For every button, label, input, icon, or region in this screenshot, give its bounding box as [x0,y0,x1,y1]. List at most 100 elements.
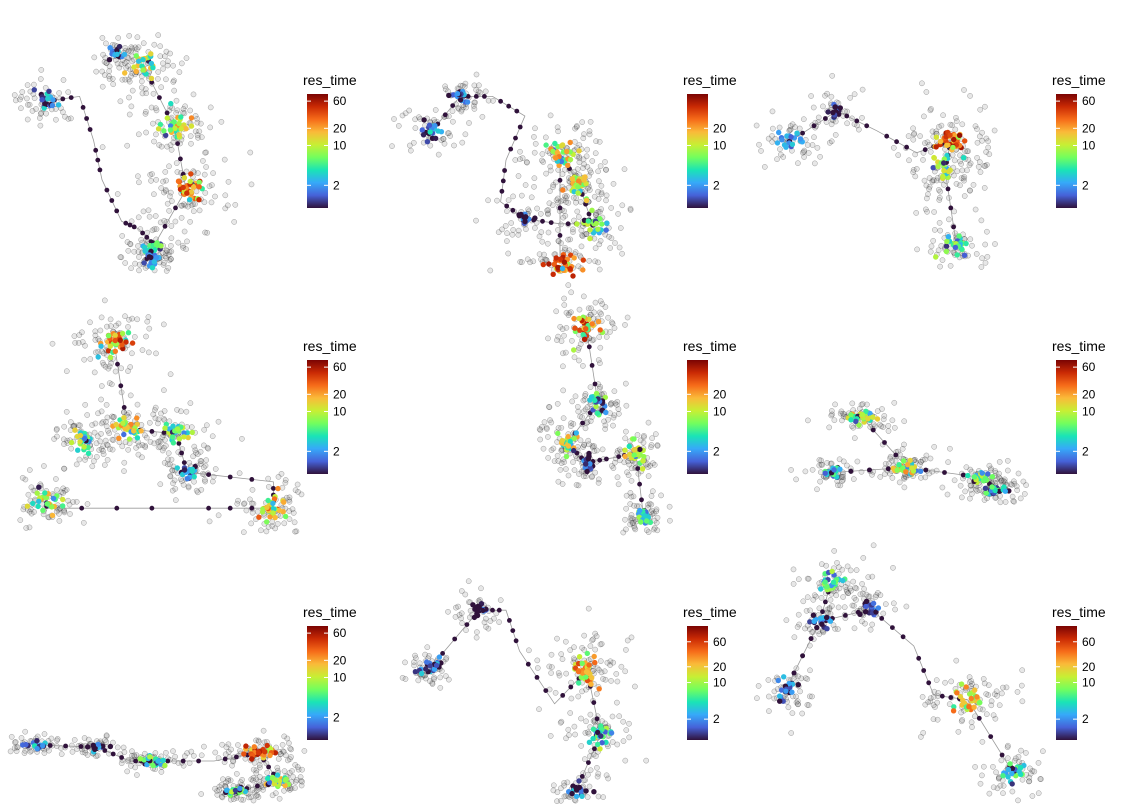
raw-fix-point [278,470,285,477]
raw-fix-point [132,764,139,771]
raw-fix-point [191,478,197,485]
raw-fix-point [473,634,480,641]
raw-fix-point [550,445,557,452]
raw-fix-point [79,329,85,336]
residence-point [909,465,915,471]
raw-fix-point [786,127,793,134]
path-node [140,230,146,236]
raw-fix-point [973,251,980,257]
raw-fix-point [598,189,605,196]
raw-fix-point [156,142,162,148]
path-node [942,470,947,475]
residence-point [251,744,257,750]
raw-fix-point [162,437,168,443]
raw-fix-point [54,433,60,440]
raw-fix-point [609,713,616,720]
raw-fix-point [652,431,659,437]
raw-fix-point [555,128,561,135]
raw-fix-point [76,332,83,338]
path-node [123,220,129,226]
raw-fix-point [835,604,842,611]
path-node [594,716,600,722]
raw-fix-point [546,200,553,207]
raw-fix-point [109,446,116,453]
raw-fix-point [107,446,113,452]
raw-fix-point [168,242,174,249]
raw-fix-point [183,55,190,61]
raw-fix-point [46,747,52,754]
raw-fix-point [119,233,126,239]
residence-point [594,410,601,416]
raw-fix-point [98,430,104,437]
residence-point [774,140,781,146]
raw-fix-point [198,486,205,493]
raw-fix-point [562,349,569,356]
raw-fix-point [504,230,510,237]
raw-fix-point [104,456,111,463]
residence-point [783,688,789,694]
residence-point [186,197,193,203]
raw-fix-point [532,140,539,147]
raw-fix-point [598,311,605,317]
raw-fix-point [911,130,918,137]
raw-fix-point [487,618,494,624]
residence-point [643,518,650,524]
raw-fix-point [58,751,65,757]
raw-fix-point [269,792,276,799]
raw-fix-point [180,109,186,116]
path-node [60,96,66,102]
path-node [525,661,531,667]
raw-fix-point [61,441,67,447]
raw-fix-point [198,791,205,797]
colorbar-tick-label: 2 [1082,444,1089,458]
raw-fix-point [927,455,934,462]
raw-fix-point [31,95,38,102]
raw-fix-point [556,672,563,679]
residence-point [592,397,598,403]
path-node [119,755,124,760]
residence-point [121,51,128,58]
raw-fix-point [17,96,23,103]
raw-fix-point [162,186,169,193]
raw-fix-point [795,611,802,618]
raw-fix-point [967,495,973,502]
raw-fix-point [649,435,655,442]
residence-point [107,45,113,51]
raw-fix-point [234,500,241,507]
path-node [249,505,255,511]
raw-fix-point [926,142,933,148]
raw-fix-point [212,193,218,200]
residence-point [567,156,574,163]
path-node [47,743,53,748]
raw-fix-point [565,236,572,243]
raw-fix-point [1040,748,1046,755]
colorbar [307,94,328,208]
raw-fix-point [850,476,857,482]
raw-fix-point [785,704,792,711]
residence-point [960,697,966,703]
raw-fix-point [981,497,988,503]
raw-fix-point [835,571,842,577]
residence-point [188,123,195,129]
residence-point [454,91,461,97]
residence-point [129,340,136,346]
raw-fix-point [233,794,240,801]
raw-fix-point [11,92,18,98]
raw-fix-point [27,506,34,513]
path-node [560,693,566,698]
residence-point [639,466,646,472]
path-node [473,94,479,99]
raw-fix-point [517,148,523,155]
residence-point [961,252,968,258]
raw-fix-point [571,354,578,361]
raw-fix-point [983,691,990,697]
residence-point [131,64,137,70]
raw-fix-point [518,259,525,266]
path-node [196,758,202,764]
raw-fix-point [820,103,826,110]
raw-fix-point [532,125,538,132]
raw-fix-point [549,664,555,670]
